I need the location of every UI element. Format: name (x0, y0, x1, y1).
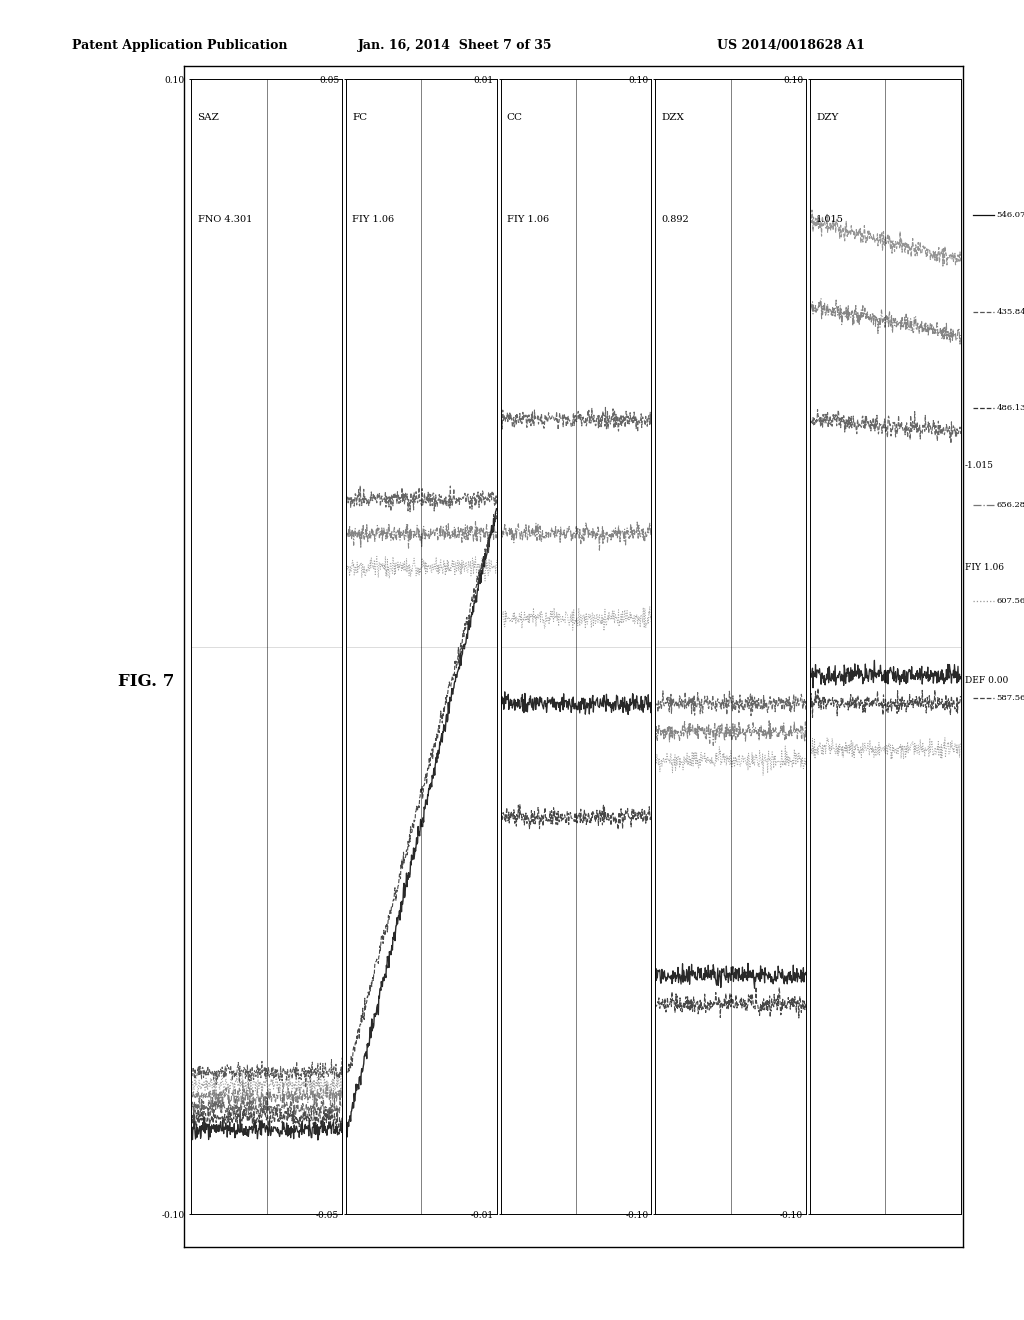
Text: FIY 1.06: FIY 1.06 (352, 215, 394, 224)
Text: DZY: DZY (816, 114, 839, 123)
Text: FIY 1.06: FIY 1.06 (810, 562, 849, 572)
Text: DEF 0.00: DEF 0.00 (655, 665, 699, 675)
Text: FIY 1.06: FIY 1.06 (965, 562, 1004, 572)
Text: SAZ: SAZ (198, 114, 219, 123)
Text: -1.015: -1.015 (965, 461, 994, 470)
Text: 435.84: 435.84 (996, 308, 1024, 315)
Text: 656.28: 656.28 (996, 500, 1024, 510)
Text: FIG. 7: FIG. 7 (118, 673, 174, 690)
Text: DEF 0.00: DEF 0.00 (346, 1119, 390, 1129)
Text: 607.56: 607.56 (996, 598, 1024, 606)
Text: FC: FC (352, 114, 368, 123)
Text: FIY 1.06: FIY 1.06 (507, 215, 549, 224)
Text: FNO 4.301: FNO 4.301 (198, 215, 252, 224)
Text: DEF 0.00: DEF 0.00 (810, 676, 854, 685)
Text: 0.892: 0.892 (662, 215, 689, 224)
Text: 1.015: 1.015 (816, 215, 844, 224)
Text: DEF 0.00: DEF 0.00 (965, 676, 1009, 685)
Text: -0.892: -0.892 (810, 461, 839, 470)
Text: Jan. 16, 2014  Sheet 7 of 35: Jan. 16, 2014 Sheet 7 of 35 (358, 38, 553, 51)
Text: 546.07: 546.07 (996, 211, 1024, 219)
Text: US 2014/0018628 A1: US 2014/0018628 A1 (717, 38, 864, 51)
Text: DZX: DZX (662, 114, 684, 123)
Text: FIY 1.06: FIY 1.06 (501, 552, 540, 561)
Text: FIY 1.06: FIY 1.06 (655, 552, 694, 561)
Text: Patent Application Publication: Patent Application Publication (72, 38, 287, 51)
Text: CC: CC (507, 114, 523, 123)
Text: 587.56: 587.56 (996, 694, 1024, 702)
Text: 486.13: 486.13 (996, 404, 1024, 412)
Text: DEF 0.00: DEF 0.00 (501, 665, 545, 675)
